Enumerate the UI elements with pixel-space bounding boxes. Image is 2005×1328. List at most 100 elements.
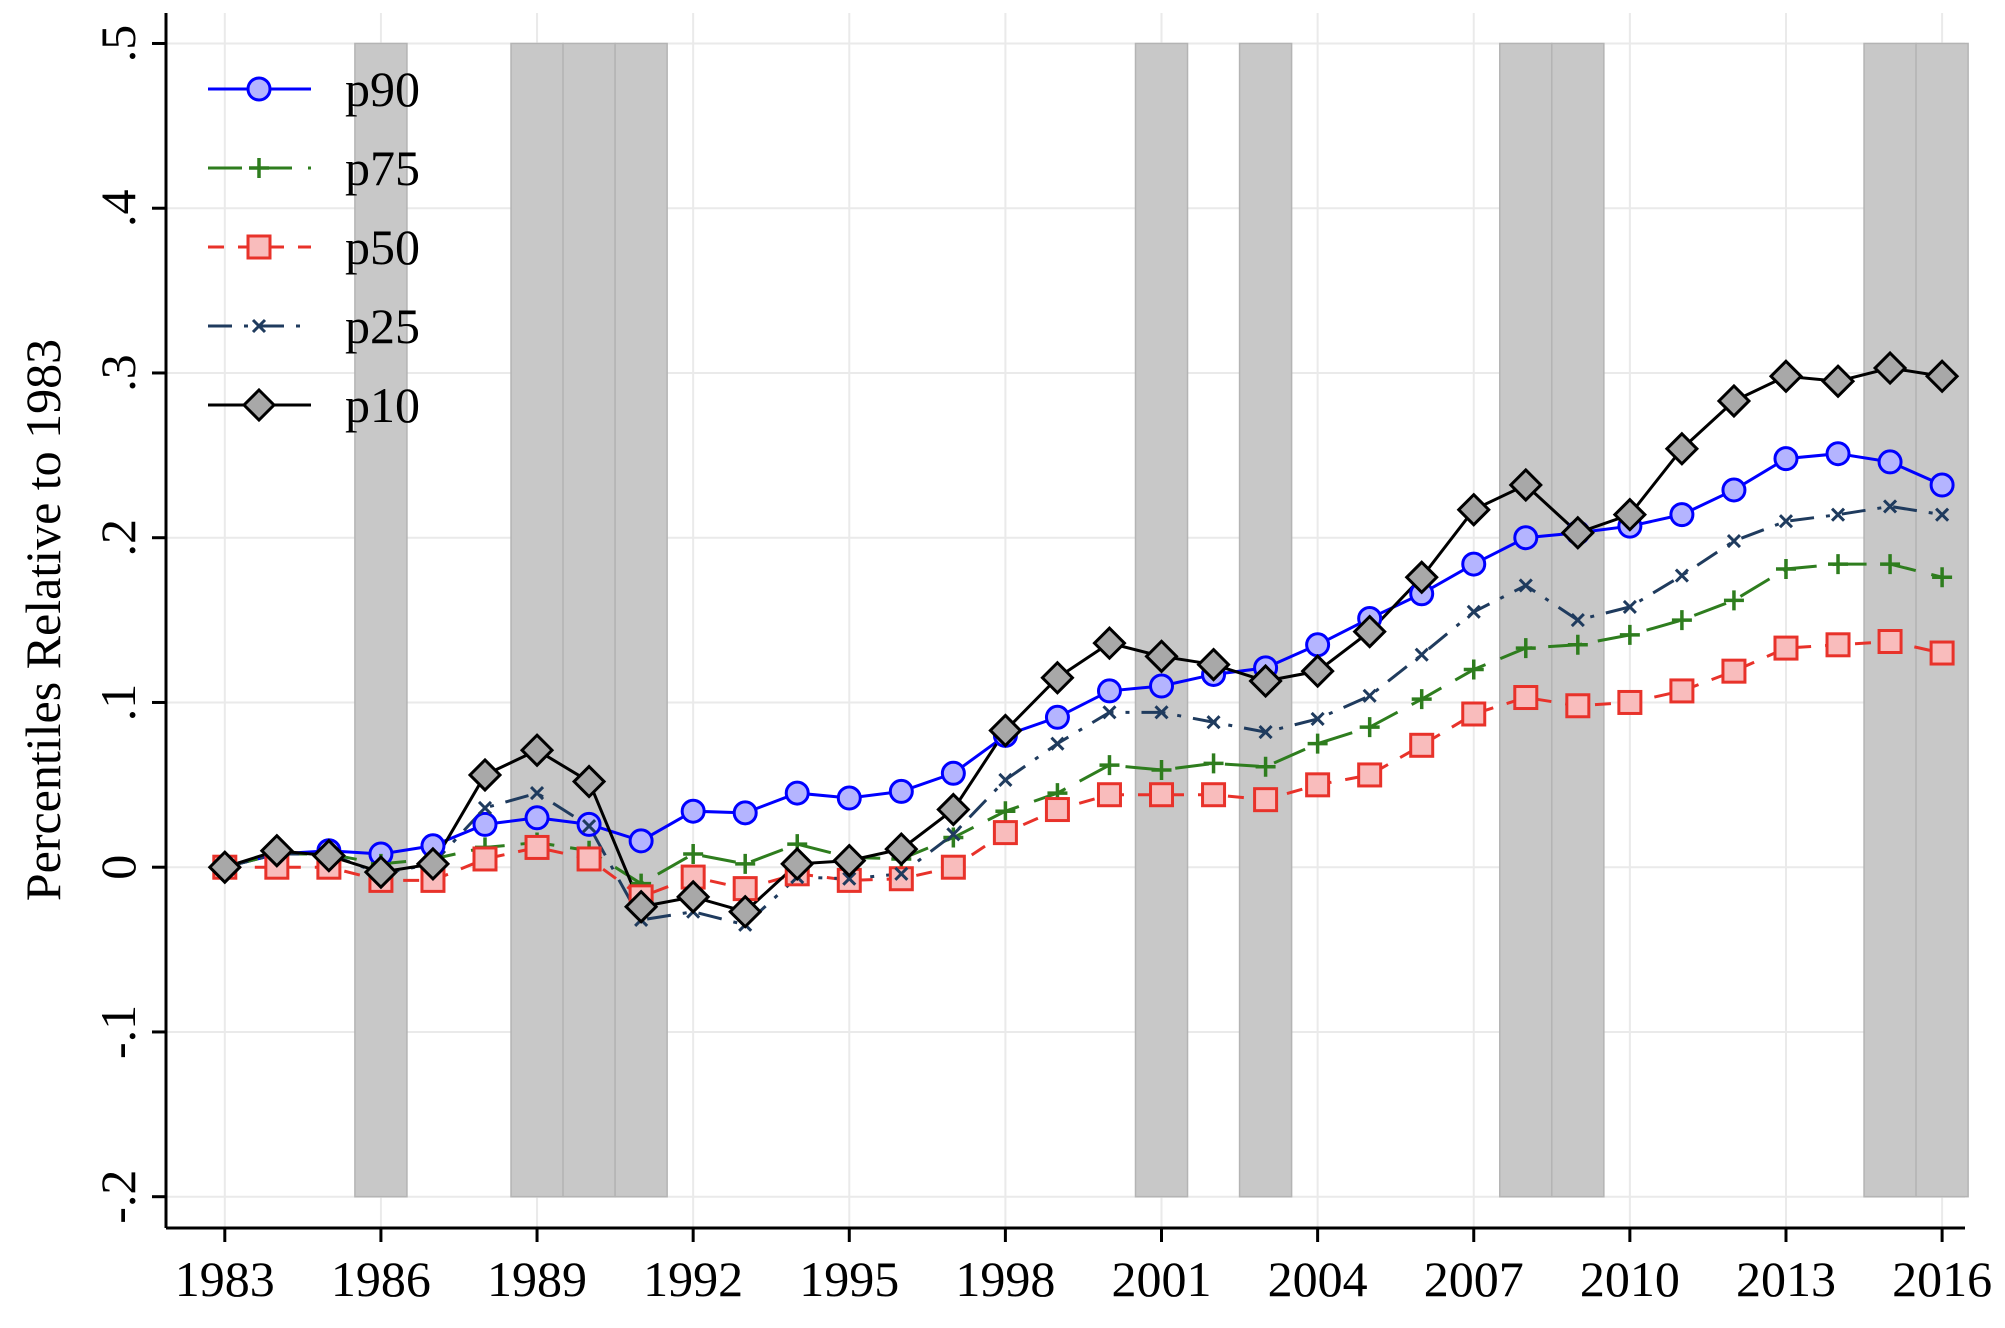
marker bbox=[676, 879, 711, 914]
y-tick-label: -.1 bbox=[90, 1005, 146, 1059]
marker bbox=[1726, 533, 1742, 549]
marker bbox=[259, 833, 294, 868]
marker bbox=[1300, 654, 1335, 689]
marker bbox=[1778, 514, 1794, 529]
marker bbox=[251, 318, 267, 334]
marker bbox=[1096, 782, 1122, 808]
marker bbox=[241, 387, 277, 423]
marker bbox=[1414, 647, 1429, 662]
x-tick-label: 2007 bbox=[1424, 1251, 1524, 1307]
marker bbox=[1092, 626, 1127, 661]
marker bbox=[1932, 567, 1953, 588]
y-axis-label: Percentiles Relative to 1983 bbox=[15, 339, 71, 901]
marker bbox=[1768, 359, 1804, 394]
marker bbox=[249, 158, 269, 178]
marker bbox=[940, 760, 966, 786]
recession-band bbox=[1499, 42, 1553, 1198]
marker bbox=[1149, 673, 1175, 699]
marker bbox=[311, 838, 347, 873]
marker bbox=[1411, 689, 1432, 710]
marker bbox=[1721, 477, 1747, 503]
marker bbox=[842, 871, 857, 886]
marker bbox=[936, 792, 971, 827]
marker bbox=[1456, 492, 1491, 527]
x-tick-label: 1989 bbox=[487, 1251, 587, 1307]
marker bbox=[1664, 431, 1700, 466]
marker bbox=[1567, 634, 1588, 655]
marker bbox=[728, 894, 763, 929]
marker bbox=[472, 846, 498, 872]
marker bbox=[1830, 507, 1846, 522]
marker bbox=[943, 827, 964, 848]
marker bbox=[888, 778, 914, 804]
marker bbox=[1872, 350, 1908, 386]
marker bbox=[1096, 678, 1122, 704]
marker bbox=[628, 828, 654, 854]
marker bbox=[524, 834, 550, 860]
marker bbox=[1149, 782, 1175, 808]
marker bbox=[1773, 635, 1799, 661]
marker bbox=[894, 866, 909, 881]
marker bbox=[571, 764, 607, 799]
marker bbox=[784, 780, 810, 806]
marker bbox=[940, 854, 966, 880]
x-tick-label: 2001 bbox=[1112, 1251, 1212, 1307]
marker bbox=[1513, 685, 1539, 711]
marker bbox=[1248, 663, 1283, 699]
marker bbox=[1307, 733, 1328, 754]
marker bbox=[1935, 507, 1950, 522]
marker bbox=[1775, 559, 1796, 580]
marker bbox=[1825, 632, 1851, 658]
marker bbox=[1877, 449, 1903, 475]
marker bbox=[1255, 756, 1276, 777]
marker bbox=[683, 844, 704, 865]
marker bbox=[1102, 705, 1117, 720]
marker bbox=[623, 889, 659, 924]
marker bbox=[1050, 736, 1065, 751]
marker bbox=[1924, 359, 1960, 394]
marker bbox=[1461, 551, 1487, 577]
marker bbox=[1518, 578, 1533, 593]
marker bbox=[576, 846, 602, 872]
x-tick-label: 2010 bbox=[1580, 1251, 1680, 1307]
marker bbox=[1352, 614, 1387, 649]
marker bbox=[832, 843, 867, 878]
marker bbox=[1612, 497, 1647, 532]
marker bbox=[1513, 525, 1539, 551]
y-tick-label: .5 bbox=[90, 25, 146, 63]
x-tick-label: 1986 bbox=[331, 1251, 431, 1307]
recession-band bbox=[510, 42, 564, 1198]
marker bbox=[1877, 629, 1903, 655]
marker bbox=[1515, 638, 1536, 659]
x-tick-label: 1992 bbox=[643, 1251, 743, 1307]
marker bbox=[1671, 610, 1692, 631]
marker bbox=[1669, 502, 1695, 528]
marker bbox=[1359, 717, 1380, 738]
legend-label: p25 bbox=[345, 298, 420, 354]
marker bbox=[1362, 688, 1377, 703]
recession-band bbox=[614, 42, 668, 1198]
marker bbox=[780, 846, 815, 882]
series-line bbox=[224, 504, 1943, 927]
marker bbox=[1258, 725, 1273, 740]
y-tick-label: .4 bbox=[90, 189, 146, 227]
marker bbox=[1357, 762, 1383, 788]
marker bbox=[1820, 364, 1856, 399]
marker bbox=[1570, 613, 1585, 628]
marker bbox=[1310, 711, 1325, 726]
marker bbox=[1044, 797, 1070, 823]
marker bbox=[1716, 383, 1752, 419]
marker bbox=[1773, 446, 1799, 472]
marker bbox=[582, 818, 597, 834]
marker bbox=[1144, 639, 1179, 674]
x-tick-label: 1983 bbox=[175, 1251, 275, 1307]
marker bbox=[1099, 755, 1120, 776]
marker bbox=[1721, 658, 1747, 684]
marker bbox=[1196, 647, 1231, 682]
x-tick-label: 1998 bbox=[955, 1251, 1055, 1307]
series-line bbox=[224, 452, 1943, 869]
marker bbox=[1305, 632, 1331, 658]
marker bbox=[995, 801, 1016, 822]
recession-band bbox=[354, 42, 408, 1198]
